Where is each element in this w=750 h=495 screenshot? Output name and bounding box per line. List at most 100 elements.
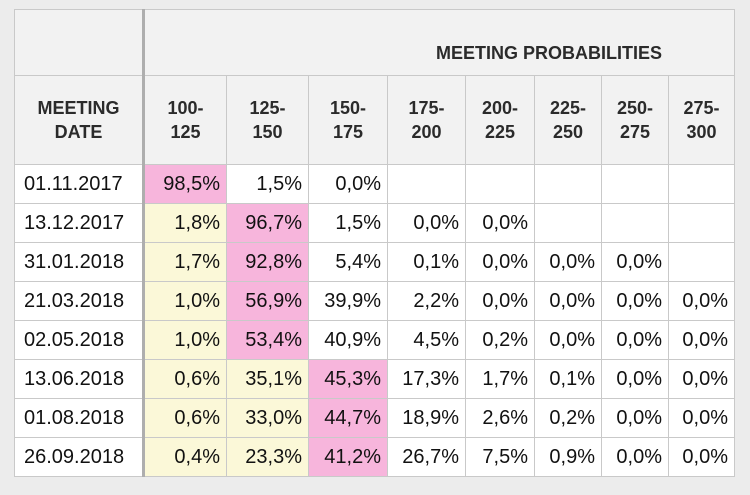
table-row: 13.12.2017 1,8% 96,7% 1,5% 0,0% 0,0%	[14, 203, 735, 243]
probability-cell	[668, 242, 735, 282]
column-header-row: MEETING DATE 100- 125 125- 150 150- 175 175…	[14, 75, 735, 165]
probability-cell: 0,0%	[534, 320, 602, 360]
column-header-top: 175-	[408, 98, 445, 118]
column-header: 175- 200	[387, 75, 466, 165]
probability-cell: 0,0%	[601, 359, 669, 399]
column-header: 200- 225	[465, 75, 535, 165]
probability-cell: 0,0%	[601, 437, 669, 477]
probability-cell: 2,6%	[465, 398, 535, 438]
probability-cell: 33,0%	[226, 398, 309, 438]
probability-cell: 1,5%	[226, 164, 309, 204]
probability-cell: 0,1%	[534, 359, 602, 399]
probability-cell: 0,0%	[601, 242, 669, 282]
meeting-date-header-line2: DATE	[54, 122, 103, 142]
column-header-top: 125-	[249, 98, 286, 118]
probability-cell	[534, 164, 602, 204]
meeting-probabilities-header: MEETING PROBABILITIES	[142, 9, 735, 76]
probability-cell: 0,0%	[601, 398, 669, 438]
probability-cell: 5,4%	[308, 242, 388, 282]
probability-cell: 7,5%	[465, 437, 535, 477]
column-header: 125- 150	[226, 75, 309, 165]
probability-cell: 0,0%	[668, 320, 735, 360]
meeting-date-cell: 13.12.2017	[14, 203, 144, 243]
probability-cell: 0,4%	[142, 437, 227, 477]
probability-cell: 1,5%	[308, 203, 388, 243]
probability-cell: 0,1%	[387, 242, 466, 282]
column-header-top: 225-	[549, 98, 587, 118]
column-header-top: 275-	[683, 98, 720, 118]
probability-cell: 1,7%	[142, 242, 227, 282]
meeting-date-cell: 13.06.2018	[14, 359, 144, 399]
meeting-date-cell: 02.05.2018	[14, 320, 144, 360]
table-row: 02.05.2018 1,0% 53,4% 40,9% 4,5% 0,2% 0,…	[14, 320, 735, 360]
meeting-date-cell: 01.11.2017	[14, 164, 144, 204]
probability-cell: 0,2%	[465, 320, 535, 360]
meeting-probabilities-table: MEETING PROBABILITIES MEETING DATE 100- 1…	[14, 9, 735, 477]
column-header: 275- 300	[668, 75, 735, 165]
probability-cell	[601, 203, 669, 243]
probability-cell	[387, 164, 466, 204]
probability-cell: 0,0%	[668, 281, 735, 321]
probability-cell	[668, 164, 735, 204]
probability-cell: 1,0%	[142, 281, 227, 321]
table-row: 31.01.2018 1,7% 92,8% 5,4% 0,1% 0,0% 0,0…	[14, 242, 735, 282]
column-header-bottom: 250	[552, 122, 584, 142]
column-header-top: 200-	[481, 98, 519, 118]
probability-cell: 26,7%	[387, 437, 466, 477]
probability-cell: 2,2%	[387, 281, 466, 321]
probability-cell: 44,7%	[308, 398, 388, 438]
meeting-date-cell: 31.01.2018	[14, 242, 144, 282]
probability-cell: 40,9%	[308, 320, 388, 360]
column-header-top: 250-	[616, 98, 654, 118]
probability-cell: 0,0%	[465, 281, 535, 321]
column-header-bottom: 200	[411, 122, 442, 142]
probability-cell: 35,1%	[226, 359, 309, 399]
probability-cell: 53,4%	[226, 320, 309, 360]
meeting-date-header: MEETING DATE	[14, 75, 144, 165]
probability-cell: 23,3%	[226, 437, 309, 477]
probability-cell: 0,0%	[465, 203, 535, 243]
probability-cell: 0,0%	[465, 242, 535, 282]
probability-cell	[668, 203, 735, 243]
probability-cell: 39,9%	[308, 281, 388, 321]
probability-cell: 1,8%	[142, 203, 227, 243]
probability-cell: 0,0%	[668, 359, 735, 399]
column-header-bottom: 300	[686, 122, 717, 142]
probability-cell: 0,0%	[668, 437, 735, 477]
probability-cell: 1,0%	[142, 320, 227, 360]
meeting-date-cell: 21.03.2018	[14, 281, 144, 321]
table-row: 01.11.2017 98,5% 1,5% 0,0%	[14, 164, 735, 204]
meeting-date-cell: 26.09.2018	[14, 437, 144, 477]
probability-cell: 18,9%	[387, 398, 466, 438]
column-header-top: 150-	[329, 98, 367, 118]
probability-cell: 0,0%	[308, 164, 388, 204]
probability-cell: 1,7%	[465, 359, 535, 399]
column-header-bottom: 275	[619, 122, 651, 142]
column-header: 150- 175	[308, 75, 388, 165]
group-header-row: MEETING PROBABILITIES	[14, 9, 735, 76]
table-row: 26.09.2018 0,4% 23,3% 41,2% 26,7% 7,5% 0…	[14, 437, 735, 477]
column-header: 100- 125	[142, 75, 227, 165]
column-header-top: 100-	[167, 98, 204, 118]
probability-cell: 41,2%	[308, 437, 388, 477]
probability-cell	[601, 164, 669, 204]
probability-cell: 96,7%	[226, 203, 309, 243]
probability-cell: 0,0%	[668, 398, 735, 438]
table-row: 01.08.2018 0,6% 33,0% 44,7% 18,9% 2,6% 0…	[14, 398, 735, 438]
probability-cell: 0,0%	[534, 242, 602, 282]
meeting-date-header-line1: MEETING	[37, 98, 120, 118]
probability-cell	[465, 164, 535, 204]
column-header: 250- 275	[601, 75, 669, 165]
probability-cell: 0,9%	[534, 437, 602, 477]
header-corner-cell	[14, 9, 144, 76]
meeting-date-cell: 01.08.2018	[14, 398, 144, 438]
probability-cell: 0,6%	[142, 359, 227, 399]
probability-cell: 4,5%	[387, 320, 466, 360]
table-body: 01.11.2017 98,5% 1,5% 0,0% 13.12.2017 1,…	[14, 164, 735, 477]
probability-cell: 0,0%	[387, 203, 466, 243]
table-row: 21.03.2018 1,0% 56,9% 39,9% 2,2% 0,0% 0,…	[14, 281, 735, 321]
probability-cell: 98,5%	[142, 164, 227, 204]
probability-cell: 0,0%	[601, 281, 669, 321]
probability-cell	[534, 203, 602, 243]
